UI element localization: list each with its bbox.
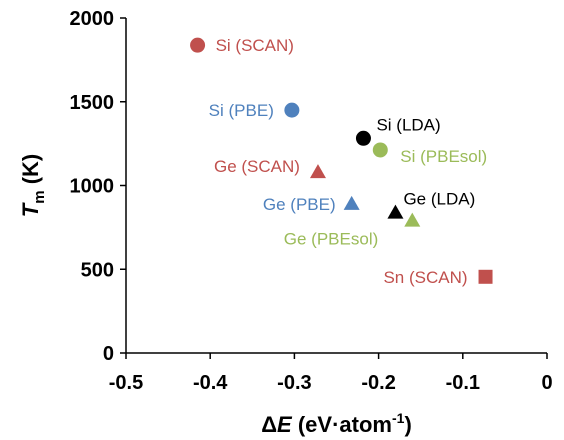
sn-scan-marker <box>478 269 493 284</box>
ge-pbesol-marker <box>404 212 421 227</box>
x-tick-label: -0.5 <box>109 372 143 394</box>
x-tick-label: -0.2 <box>361 372 395 394</box>
y-axis-title: Tm (K) <box>18 154 48 217</box>
point-label: Si (PBEsol) <box>400 147 487 166</box>
point-label: Ge (SCAN) <box>214 157 300 176</box>
si-pbesol-marker <box>372 142 388 158</box>
x-tick-label: -0.4 <box>193 372 228 394</box>
ge-scan-marker <box>309 164 326 179</box>
point-label: Si (LDA) <box>376 115 440 134</box>
si-scan-marker <box>190 37 206 53</box>
point-labels: Si (SCAN) Si (PBE) Si (LDA) Si (PBEsol) Ge (… <box>209 36 488 287</box>
y-tick-label: 2000 <box>70 8 115 30</box>
x-tick-label: 0 <box>541 372 552 394</box>
point-label: Sn (SCAN) <box>383 268 467 287</box>
tick-labels: 0 500 1000 1500 2000 -0.5 -0.4 -0.3 -0.2 -0.1 0 <box>70 8 553 394</box>
ge-lda-marker <box>387 204 404 219</box>
x-axis-title: ΔE (eV·atom-1) <box>261 410 412 437</box>
si-pbe-marker <box>284 102 300 118</box>
x-tick-label: -0.1 <box>446 372 480 394</box>
point-label: Si (SCAN) <box>216 36 294 55</box>
point-label: Ge (PBEsol) <box>284 230 378 249</box>
point-label: Ge (LDA) <box>403 190 475 209</box>
axis-titles: ΔE (eV·atom-1) Tm (K) <box>18 154 412 437</box>
y-tick-label: 1000 <box>70 176 115 198</box>
y-tick-label: 500 <box>81 259 114 281</box>
y-tick-label: 1500 <box>70 92 115 114</box>
point-label: Si (PBE) <box>209 101 274 120</box>
axes <box>120 17 548 359</box>
data-points <box>190 37 493 284</box>
x-tick-label: -0.3 <box>277 372 311 394</box>
ge-pbe-marker <box>343 195 360 210</box>
y-tick-label: 0 <box>103 343 114 365</box>
si-lda-marker <box>355 130 371 146</box>
point-label: Ge (PBE) <box>263 195 336 214</box>
